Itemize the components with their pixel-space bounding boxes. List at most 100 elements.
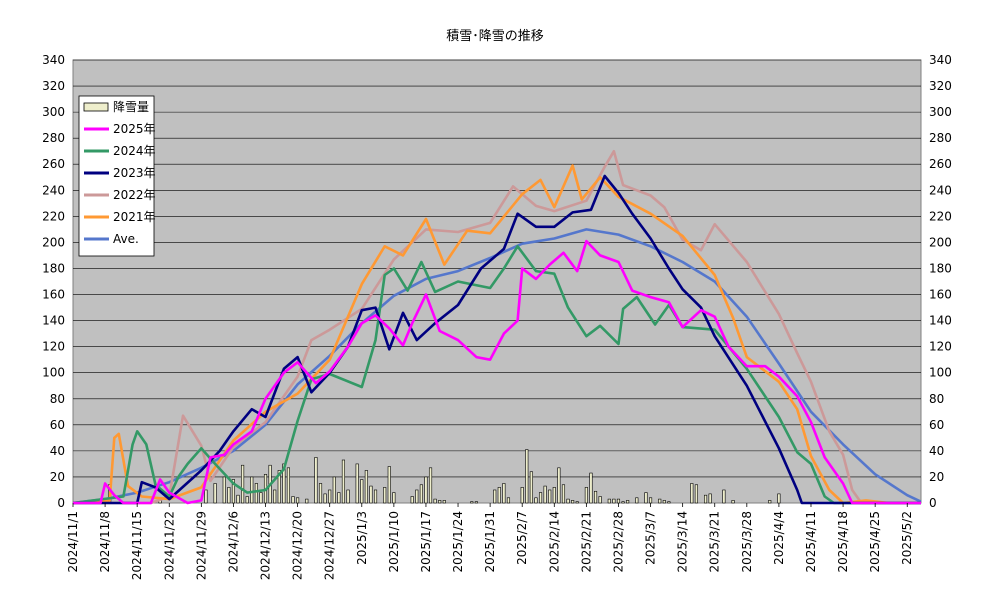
x-tick-label: 2025/4/18 [836, 511, 850, 573]
snowfall-bar [474, 501, 478, 504]
y-tick-label-right: 340 [929, 53, 952, 67]
snowfall-bar [704, 494, 708, 504]
snowfall-bar [259, 492, 263, 504]
y-tick-label-left: 140 [42, 314, 65, 328]
y-tick-label-left: 320 [42, 79, 65, 93]
snowfall-bar [690, 483, 694, 504]
snowfall-bar [241, 464, 245, 504]
snowfall-bar [245, 496, 249, 504]
y-tick-label-left: 80 [50, 392, 65, 406]
snowfall-bar [589, 472, 593, 504]
x-tick-label: 2024/12/13 [259, 511, 273, 580]
x-tick-label: 2025/2/21 [579, 511, 593, 573]
snowfall-bar [410, 496, 414, 504]
x-tick-label: 2024/11/22 [162, 511, 176, 580]
x-tick-label: 2025/4/25 [868, 511, 882, 573]
snowfall-bar [305, 498, 309, 504]
x-tick-label: 2025/1/17 [419, 511, 433, 573]
legend-label: 降雪量 [113, 100, 149, 114]
snowfall-bar [470, 501, 474, 504]
snowfall-bar [204, 489, 208, 504]
snowfall-bar [593, 490, 598, 504]
snowfall-bar [273, 489, 277, 504]
snowfall-bar [658, 498, 662, 504]
snowfall-bar [392, 492, 396, 504]
snowfall-bar [250, 476, 254, 504]
snowfall-bar [383, 487, 387, 504]
snowfall-bar [277, 470, 281, 504]
snowfall-bar [369, 485, 373, 504]
snowfall-bar [497, 487, 501, 504]
y-tick-label-right: 200 [929, 235, 952, 249]
y-tick-label-right: 260 [929, 157, 952, 171]
legend-label: 2024年 [113, 144, 156, 158]
snowfall-bar [433, 498, 437, 504]
snowfall-bar [662, 500, 666, 504]
y-tick-label-left: 340 [42, 53, 65, 67]
legend-label: Ave. [113, 232, 139, 246]
y-tick-label-right: 220 [929, 209, 952, 223]
snowfall-bar [341, 459, 346, 504]
y-tick-label-left: 300 [42, 105, 65, 119]
x-tick-label: 2025/3/28 [740, 511, 754, 573]
x-tick-label: 2025/2/14 [547, 511, 561, 573]
y-tick-label-right: 40 [929, 444, 944, 458]
series-line-2023年 [73, 174, 921, 505]
y-tick-label-left: 180 [42, 261, 65, 275]
series-line-2021年 [72, 164, 921, 505]
snowfall-bar [543, 485, 547, 504]
legend: 降雪量 2025年 2024年 2023年 2022年 2021年 Ave. [78, 95, 156, 257]
snowfall-bar [328, 489, 332, 504]
snowfall-bar [428, 467, 433, 504]
snowfall-bar [529, 471, 533, 504]
snowfall-bar [236, 494, 240, 504]
snowfall-bar [722, 489, 726, 504]
y-tick-label-right: 80 [929, 392, 944, 406]
snowfall-bar [502, 483, 506, 504]
plot-area [72, 59, 922, 504]
chart-title: 積雪･降雪の推移 [446, 29, 544, 44]
snowfall-bar [360, 479, 364, 504]
y-tick-label-right: 240 [929, 183, 952, 197]
snowfall-bar [534, 497, 538, 504]
snowfall-bar [314, 457, 318, 504]
series-line-2025年 [73, 239, 921, 505]
snowfall-bar [442, 500, 446, 504]
snowfall-bar [777, 493, 781, 504]
snowfall-bar [520, 487, 524, 504]
snowfall-bar [621, 501, 625, 504]
x-tick-label: 2025/3/7 [644, 511, 658, 565]
snowfall-bar [648, 497, 653, 504]
y-tick-label-left: 280 [42, 131, 65, 145]
snowfall-bar [506, 497, 511, 504]
snowfall-bar [419, 484, 423, 504]
snowfall-bar [566, 498, 570, 504]
y-axis-right: 0 20 40 60 80 100 120 140 160 180 200 220 240 260 280 3… [929, 53, 952, 510]
snowfall-bar [254, 483, 258, 504]
series-line-2022年 [73, 149, 921, 505]
snowfall-bar [346, 489, 350, 504]
legend-label: 2021年 [113, 210, 156, 224]
legend-label: 2023年 [113, 166, 156, 180]
x-axis: 2024/11/1 2024/11/8 2024/11/15 2024/11/22 20… [66, 503, 914, 580]
snowfall-bar [561, 484, 566, 504]
x-tick-label: 2025/1/31 [483, 511, 497, 573]
y-tick-label-left: 60 [50, 418, 65, 432]
x-tick-label: 2024/11/29 [194, 511, 208, 580]
snowfall-bar [612, 498, 616, 504]
series-line-2024年 [72, 245, 921, 505]
y-tick-label-left: 260 [42, 157, 65, 171]
snowfall-bar [598, 496, 602, 504]
y-tick-label-right: 320 [929, 79, 952, 93]
snowfall-bar [548, 489, 552, 504]
snowfall-bar [387, 466, 391, 504]
series-lines [72, 149, 922, 505]
snowfall-bar [708, 493, 712, 504]
snowfall-bar [607, 498, 611, 504]
y-tick-label-left: 20 [50, 470, 65, 484]
x-tick-label: 2025/4/11 [804, 511, 818, 573]
x-tick-label: 2025/2/28 [611, 511, 625, 573]
x-tick-label: 2024/11/1 [66, 511, 80, 573]
y-axis-left: 0 20 40 60 80 100 120 140 160 180 200 220 240 260 280 3… [42, 53, 65, 510]
